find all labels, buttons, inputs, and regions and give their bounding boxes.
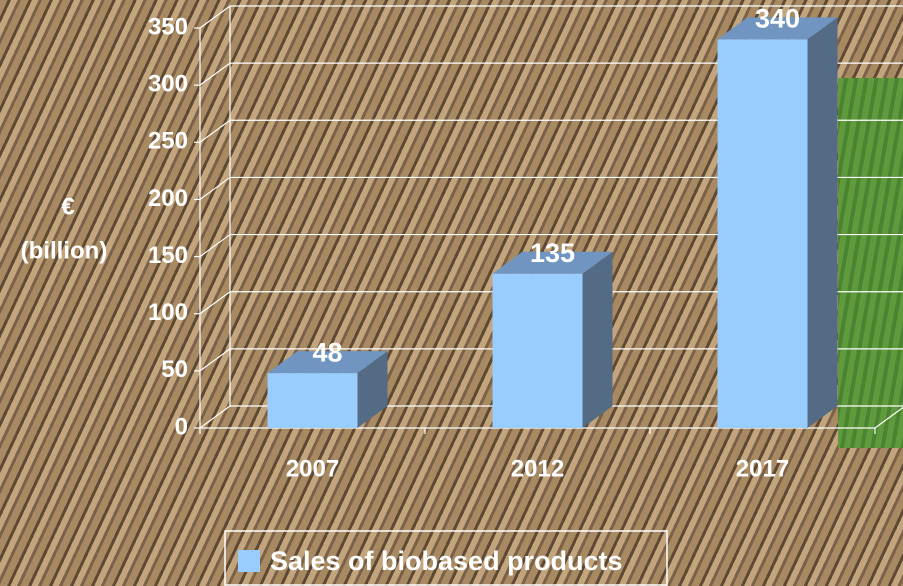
grid-line bbox=[200, 120, 230, 142]
grid-line bbox=[200, 349, 230, 371]
y-tick-label: 0 bbox=[175, 413, 188, 440]
grid-line bbox=[200, 177, 230, 199]
grid-line bbox=[200, 63, 230, 85]
y-tick-label: 150 bbox=[148, 242, 188, 269]
grid-line bbox=[200, 235, 230, 257]
x-tick-label: 2007 bbox=[286, 455, 339, 482]
chart-background: € (billion) 0 50 100 150 200 250 300 350 2007 201… bbox=[0, 0, 903, 586]
grid-line bbox=[200, 292, 230, 314]
y-tick-label: 300 bbox=[148, 70, 188, 97]
bar bbox=[493, 274, 583, 428]
bar-side bbox=[583, 252, 613, 428]
x-tick-label: 2012 bbox=[511, 455, 564, 482]
chart: € (billion) 0 50 100 150 200 250 300 350 2007 201… bbox=[0, 0, 903, 586]
y-tick-label: 250 bbox=[148, 128, 188, 155]
y-tick-label: 200 bbox=[148, 185, 188, 212]
bar bbox=[718, 39, 808, 428]
grid-line bbox=[200, 406, 230, 428]
y-tick-label: 350 bbox=[148, 13, 188, 40]
legend-label: Sales of biobased products bbox=[270, 546, 623, 576]
y-axis-label: € bbox=[61, 193, 74, 220]
y-tick-label: 50 bbox=[161, 356, 188, 383]
x-tick-label: 2017 bbox=[736, 455, 789, 482]
legend-swatch bbox=[238, 550, 260, 572]
floor-edge bbox=[875, 406, 903, 428]
data-label: 340 bbox=[755, 4, 800, 34]
bar-side bbox=[808, 17, 838, 428]
data-label: 135 bbox=[530, 238, 575, 268]
grid-line bbox=[200, 6, 230, 28]
y-axis-label: (billion) bbox=[21, 237, 108, 264]
bar bbox=[268, 373, 358, 428]
y-tick-label: 100 bbox=[148, 299, 188, 326]
data-label: 48 bbox=[312, 337, 342, 367]
